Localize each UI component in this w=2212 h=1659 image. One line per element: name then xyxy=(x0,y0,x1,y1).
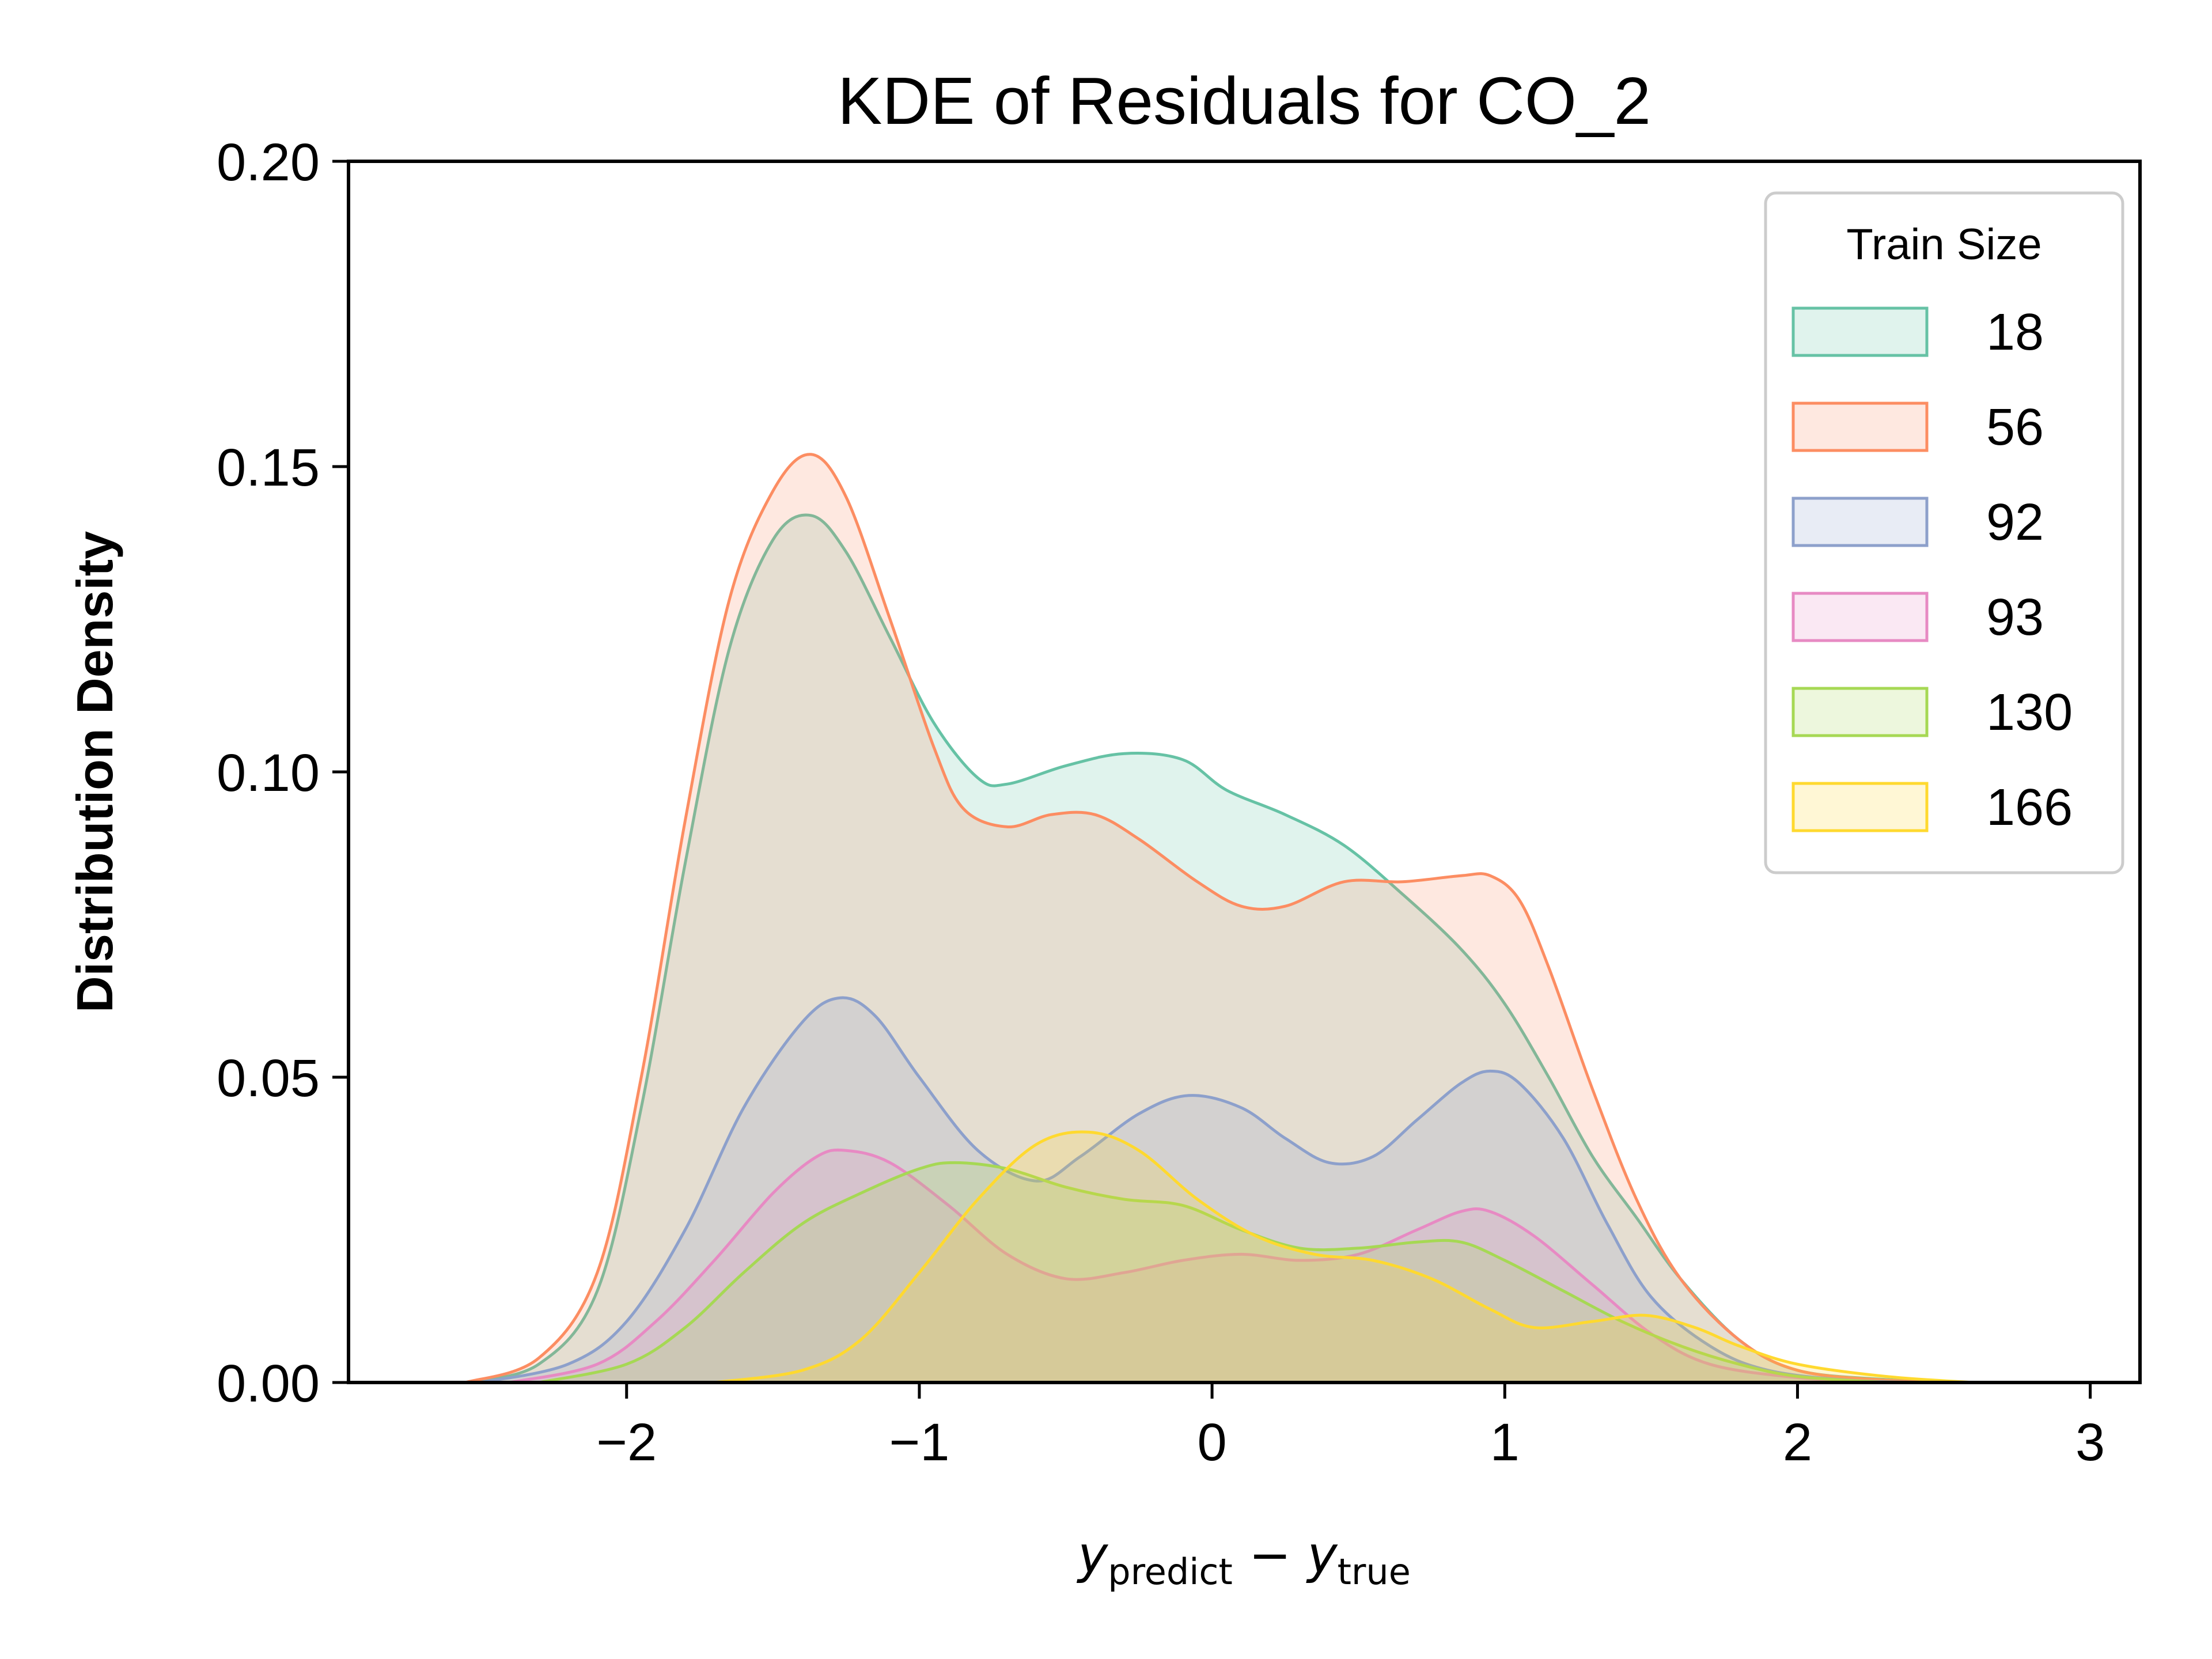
legend-swatch-166 xyxy=(1791,782,1929,832)
kde-line-166 xyxy=(714,1130,1974,1384)
legend-label-93: 93 xyxy=(1986,589,2044,646)
kde-area-92 xyxy=(480,998,1944,1382)
legend-title: Train Size xyxy=(1846,220,2041,269)
legend-label-18: 18 xyxy=(1986,304,2044,361)
y-tick-label: 0.05 xyxy=(217,1049,320,1108)
y-axis: 0.00 0.05 0.10 0.15 0.20 xyxy=(217,133,349,1413)
legend-items: 18 56 92 93 130 166 xyxy=(1791,304,2073,836)
legend-swatch-18 xyxy=(1791,306,1929,357)
legend-label-92: 92 xyxy=(1986,494,2044,551)
y-axis-label: Distribution Density xyxy=(66,531,123,1013)
legend-frame xyxy=(1764,191,2124,874)
legend-swatch-130 xyxy=(1791,687,1929,737)
y-tick-label: 0.10 xyxy=(217,744,320,802)
kde-line-130 xyxy=(538,1161,1886,1384)
x-tick-label: 2 xyxy=(1783,1413,1812,1472)
series-layer xyxy=(465,453,1974,1384)
x-label-base2: y xyxy=(1306,1525,1339,1585)
kde-line-92 xyxy=(480,996,1944,1384)
kde-line-18 xyxy=(465,513,1974,1384)
legend-swatch-56 xyxy=(1791,402,1929,452)
y-tick-label: 0.20 xyxy=(217,133,320,192)
x-label-sub: predict xyxy=(1108,1551,1233,1593)
kde-area-93 xyxy=(509,1150,1885,1382)
legend-swatch-92 xyxy=(1791,497,1929,547)
x-axis: −2 −1 0 1 2 3 xyxy=(596,1382,2105,1472)
x-axis-label: ypredict − ytrue xyxy=(1076,1525,1411,1593)
x-label-base: y xyxy=(1076,1525,1109,1585)
kde-area-18 xyxy=(465,515,1974,1382)
legend-label-130: 130 xyxy=(1986,684,2073,741)
x-tick-label: −1 xyxy=(889,1413,949,1472)
x-tick-label: −2 xyxy=(596,1413,657,1472)
legend-label-56: 56 xyxy=(1986,399,2044,456)
x-label-sub2: true xyxy=(1338,1551,1411,1593)
y-tick-label: 0.00 xyxy=(217,1354,320,1413)
x-tick-label: 3 xyxy=(2075,1413,2105,1472)
legend-label-166: 166 xyxy=(1986,779,2073,836)
kde-line-93 xyxy=(509,1148,1886,1384)
y-tick-label: 0.15 xyxy=(217,438,320,497)
legend: Train Size 18 56 92 93 130 166 xyxy=(1764,191,2124,874)
kde-area-166 xyxy=(714,1131,1974,1382)
legend-swatch-93 xyxy=(1791,592,1929,642)
x-tick-label: 0 xyxy=(1198,1413,1227,1472)
x-tick-label: 1 xyxy=(1490,1413,1520,1472)
kde-line-56 xyxy=(465,453,1974,1384)
x-label-operator: − xyxy=(1233,1525,1308,1585)
chart-title: KDE of Residuals for CO_2 xyxy=(838,63,1651,138)
